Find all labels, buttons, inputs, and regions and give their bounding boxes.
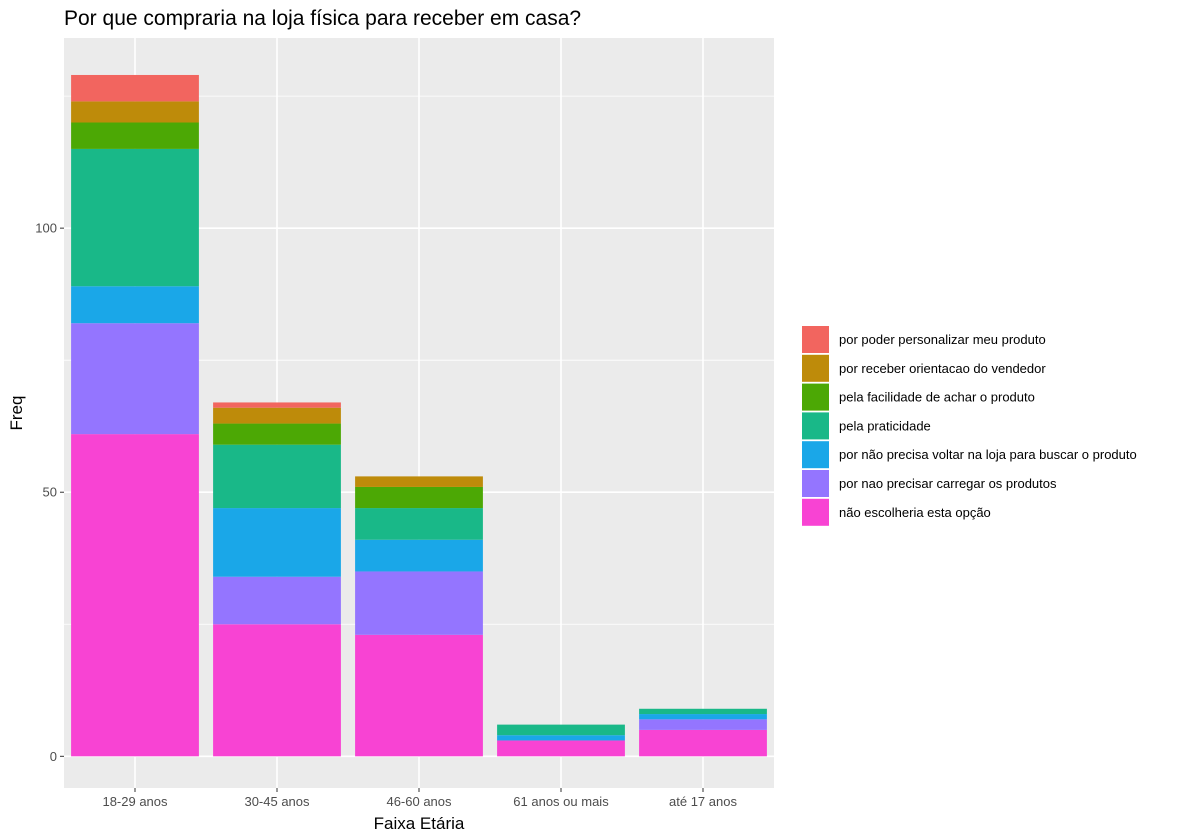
x-tick-label: 46-60 anos (386, 794, 452, 809)
bar-segment (639, 714, 767, 720)
legend-key (802, 383, 829, 411)
bar-segment (71, 122, 199, 149)
legend-key (802, 412, 829, 440)
legend-key (802, 326, 829, 353)
x-tick-label: 61 anos ou mais (513, 794, 609, 809)
y-tick-label: 0 (50, 749, 57, 764)
legend-key (802, 470, 829, 497)
y-axis-title: Freq (7, 396, 26, 431)
y-axis: 0 50 100 (35, 221, 64, 764)
bar-segment (355, 476, 483, 487)
bar-segment (355, 539, 483, 572)
bar-segment (71, 101, 199, 123)
legend-label: não escolheria esta opção (839, 505, 991, 520)
bar-segment (213, 444, 341, 509)
bar-segment (71, 148, 199, 287)
legend-key (802, 441, 829, 469)
bar-segment (497, 740, 625, 757)
legend-label: por poder personalizar meu produto (839, 332, 1046, 347)
bar-segment (639, 708, 767, 715)
legend-label: pela praticidade (839, 418, 931, 433)
bar-segment (213, 402, 341, 408)
bar-segment (71, 74, 199, 102)
bar-segment (213, 508, 341, 577)
legend-label: pela facilidade de achar o produto (839, 390, 1035, 405)
bar-segment (355, 486, 483, 509)
bar-segment (71, 323, 199, 435)
y-tick-label: 100 (35, 221, 57, 236)
x-axis-title: Faixa Etária (374, 814, 465, 833)
legend-label: por não precisa voltar na loja para busc… (839, 447, 1137, 462)
bar-segment (639, 719, 767, 730)
bars (71, 74, 767, 757)
legend-key (802, 498, 829, 526)
bar-segment (355, 634, 483, 757)
chart-title: Por que compraria na loja física para re… (64, 7, 581, 30)
x-axis: 18-29 anos 30-45 anos 46-60 anos 61 anos ou… (102, 788, 737, 809)
x-tick-label: até 17 anos (669, 794, 737, 809)
x-tick-label: 18-29 anos (102, 794, 168, 809)
legend-key (802, 354, 829, 382)
legend-label: por nao precisar carregar os produtos (839, 476, 1057, 491)
legend-label: por receber orientacao do vendedor (839, 361, 1046, 376)
bar-segment (639, 729, 767, 757)
bar-segment (213, 576, 341, 625)
bar-segment (71, 434, 199, 757)
bar-segment (497, 724, 625, 736)
bar-segment (71, 286, 199, 324)
bar-segment (213, 624, 341, 757)
y-tick-label: 50 (43, 485, 57, 500)
bar-segment (213, 423, 341, 445)
x-tick-label: 30-45 anos (244, 794, 310, 809)
bar-segment (355, 571, 483, 635)
bar-segment (497, 735, 625, 741)
bar-segment (355, 508, 483, 540)
bar-segment (213, 407, 341, 424)
legend: por poder personalizar meu produto por re… (802, 326, 1137, 526)
